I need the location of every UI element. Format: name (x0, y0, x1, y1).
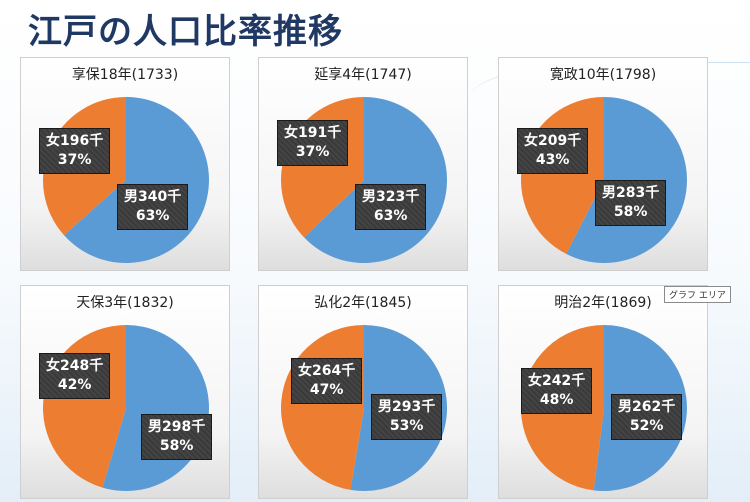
data-label-value: 男298千 (148, 419, 206, 435)
data-label-percent: 58% (613, 204, 648, 220)
data-label-value: 女248千 (46, 358, 104, 374)
chart-title: 弘化2年(1845) (314, 295, 412, 311)
data-label-value: 女196千 (46, 133, 104, 149)
data-label-female: 女248千 42% (39, 353, 111, 399)
data-label-value: 女264千 (298, 363, 356, 379)
data-label-percent: 53% (389, 418, 424, 434)
data-label-female: 女196千 37% (39, 128, 111, 174)
data-label-value: 男323千 (362, 189, 420, 205)
chart-title: 天保3年(1832) (76, 295, 174, 311)
data-label-percent: 52% (629, 418, 664, 434)
data-label-female: 女264千 47% (291, 358, 363, 404)
pie-chart-card[interactable]: 弘化2年(1845) 男293千 53% 女264千 47% (258, 285, 468, 499)
pie-chart-card[interactable]: 天保3年(1832) 男298千 58% 女248千 42% (20, 285, 230, 499)
data-label-value: 男340千 (124, 189, 182, 205)
data-label-percent: 42% (57, 377, 92, 393)
data-label-value: 男262千 (618, 399, 676, 415)
pie-slice-female (281, 325, 364, 490)
data-label-value: 女209千 (524, 133, 582, 149)
data-label-female: 女242千 48% (521, 368, 593, 414)
data-label-female: 女209千 43% (517, 128, 589, 174)
data-label-value: 女242千 (528, 373, 586, 389)
chart-title: 明治2年(1869) (554, 295, 652, 311)
pie-chart-card[interactable]: 明治2年(1869) 男262千 52% 女242千 48% (498, 285, 708, 499)
chart-title: 寛政10年(1798) (549, 67, 657, 83)
data-label-male: 男323千 63% (355, 184, 427, 230)
data-label-percent: 63% (135, 208, 170, 224)
data-label-male: 男262千 52% (611, 394, 683, 440)
pie-chart-card[interactable]: 延享4年(1747) 男323千 63% 女191千 37% (258, 57, 468, 271)
data-label-percent: 47% (309, 382, 344, 398)
data-label-percent: 58% (159, 438, 194, 454)
data-label-male: 男293千 53% (371, 394, 443, 440)
data-label-percent: 43% (535, 152, 570, 168)
data-label-percent: 48% (539, 392, 574, 408)
data-label-value: 女191千 (284, 125, 342, 141)
data-label-male: 男340千 63% (117, 184, 189, 230)
page-title: 江戸の人口比率推移 (28, 12, 343, 52)
chart-title: 延享4年(1747) (314, 67, 412, 83)
chart-title: 享保18年(1733) (71, 67, 179, 83)
data-label-percent: 37% (57, 152, 92, 168)
data-label-value: 男293千 (378, 399, 436, 415)
data-label-female: 女191千 37% (277, 120, 349, 166)
data-label-percent: 37% (295, 144, 330, 160)
data-label-percent: 63% (373, 208, 408, 224)
data-label-value: 男283千 (602, 185, 660, 201)
pie-chart-card[interactable]: 寛政10年(1798) 男283千 58% 女209千 43% (498, 57, 708, 271)
data-label-male: 男283千 58% (595, 180, 667, 226)
data-label-male: 男298千 58% (141, 414, 213, 460)
chart-area-tooltip: グラフ エリア (664, 286, 731, 303)
pie-chart-card[interactable]: 享保18年(1733) 男340千 63% 女196千 37% (20, 57, 230, 271)
